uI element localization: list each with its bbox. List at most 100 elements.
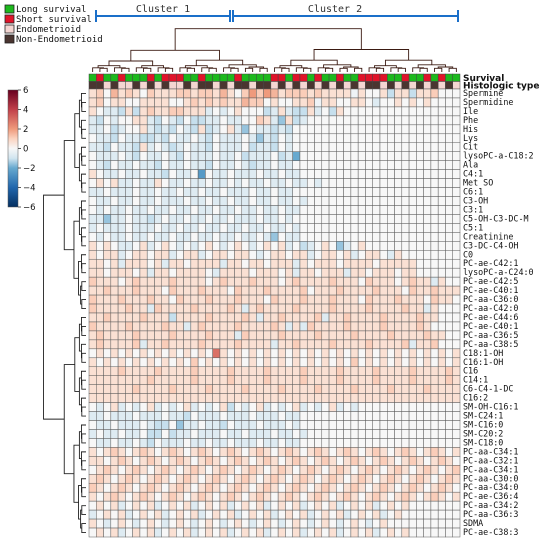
heatmap-cell: [328, 420, 337, 430]
heatmap-cell: [365, 241, 373, 251]
histology-cell: [423, 81, 432, 90]
heatmap-cell: [103, 214, 112, 224]
heatmap-cell: [139, 196, 148, 206]
heatmap-cell: [343, 151, 352, 161]
heatmap-cell: [314, 527, 323, 538]
heatmap-cell: [452, 205, 461, 215]
heatmap-cell: [263, 169, 272, 179]
heatmap-cell: [146, 429, 155, 439]
heatmap-cell: [336, 447, 344, 457]
heatmap-cell: [103, 267, 112, 278]
colorbar-tick-label: 4: [23, 106, 28, 116]
heatmap-cell: [299, 384, 308, 394]
heatmap-cell: [183, 321, 192, 332]
heatmap-cell: [190, 303, 199, 314]
heatmap-cell: [387, 429, 395, 439]
heatmap-cell: [234, 375, 243, 385]
heatmap-cell: [401, 527, 410, 538]
heatmap-cell: [117, 115, 126, 126]
heatmap-cell: [234, 429, 243, 439]
heatmap-cell: [176, 321, 184, 332]
histology-cell: [103, 81, 112, 90]
heatmap-cell: [103, 482, 112, 493]
heatmap-cell: [357, 312, 366, 323]
heatmap-cell: [437, 258, 446, 269]
heatmap-cell: [270, 465, 279, 475]
heatmap-cell: [401, 142, 410, 152]
heatmap-cell: [197, 232, 206, 242]
heatmap-cell: [401, 178, 410, 188]
heatmap-cell: [394, 500, 403, 511]
heatmap-cell: [387, 214, 395, 224]
heatmap-cell: [183, 509, 192, 520]
heatmap-cell: [270, 241, 279, 251]
heatmap-cell: [263, 447, 272, 457]
heatmap-cell: [88, 223, 97, 233]
heatmap-cell: [343, 393, 352, 403]
heatmap-cell: [117, 142, 126, 152]
heatmap-cell: [146, 393, 155, 403]
heatmap-cell: [336, 169, 344, 179]
heatmap-cell: [277, 223, 286, 233]
heatmap-cell: [154, 232, 162, 242]
heatmap-cell: [190, 366, 199, 376]
heatmap-cell: [176, 187, 184, 197]
heatmap-cell: [445, 420, 453, 430]
heatmap-cell: [336, 348, 344, 359]
heatmap-cell: [146, 527, 155, 538]
heatmap-cell: [103, 491, 112, 502]
survival-cell: [285, 73, 293, 82]
heatmap-cell: [241, 151, 250, 161]
heatmap-cell: [292, 142, 301, 152]
heatmap-cell: [277, 357, 286, 368]
heatmap-cell: [132, 321, 141, 332]
heatmap-cell: [285, 348, 293, 359]
heatmap-cell: [205, 250, 213, 260]
heatmap-cell: [205, 258, 213, 269]
heatmap-cell: [234, 402, 243, 412]
heatmap-cell: [132, 205, 141, 215]
heatmap-cell: [328, 187, 337, 197]
heatmap-cell: [306, 411, 315, 421]
heatmap-cell: [205, 241, 213, 251]
heatmap-cell: [241, 223, 250, 233]
heatmap-cell: [430, 187, 439, 197]
heatmap-cell: [306, 482, 315, 493]
heatmap-cell: [336, 500, 344, 511]
heatmap-cell: [270, 133, 279, 144]
heatmap-cell: [154, 348, 162, 359]
heatmap-cell: [146, 196, 155, 206]
heatmap-cell: [437, 196, 446, 206]
heatmap-cell: [328, 151, 337, 161]
heatmap-cell: [154, 97, 162, 108]
heatmap-cell: [357, 250, 366, 260]
heatmap-cell: [226, 169, 235, 179]
heatmap-cell: [103, 187, 112, 197]
heatmap-cell: [125, 357, 133, 368]
heatmap-cell: [197, 250, 206, 260]
heatmap-cell: [117, 438, 126, 448]
heatmap-cell: [176, 294, 184, 305]
heatmap-cell: [146, 142, 155, 152]
heatmap-cell: [350, 402, 359, 412]
heatmap-cell: [408, 97, 417, 108]
heatmap-cell: [263, 375, 272, 385]
row-label: C16:2: [463, 393, 488, 403]
heatmap-cell: [416, 133, 424, 144]
heatmap-cell: [205, 223, 213, 233]
heatmap-cell: [190, 375, 199, 385]
heatmap-cell: [248, 491, 257, 502]
heatmap-cell: [263, 384, 272, 394]
heatmap-cell: [96, 285, 104, 296]
heatmap-cell: [270, 366, 279, 376]
heatmap-cell: [379, 178, 388, 188]
heatmap-cell: [357, 303, 366, 314]
heatmap-cell: [117, 509, 126, 520]
heatmap-cell: [277, 124, 286, 135]
heatmap-cell: [183, 258, 192, 269]
heatmap-cell: [306, 241, 315, 251]
heatmap-cell: [161, 402, 170, 412]
heatmap-cell: [372, 375, 381, 385]
heatmap-cell: [212, 241, 221, 251]
row-label: PC-aa-C34:1: [463, 446, 518, 456]
